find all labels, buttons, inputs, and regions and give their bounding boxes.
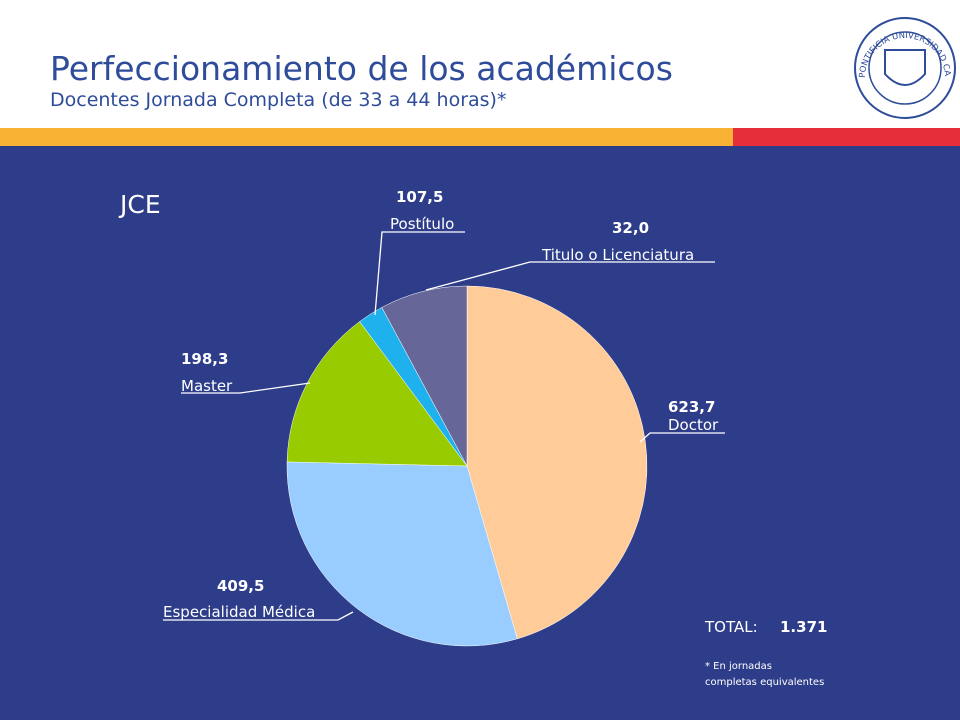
- slice: [466, 285, 648, 640]
- category-label: Postítulo: [390, 215, 454, 233]
- pie: [286, 285, 648, 647]
- category-label: Especialidad Médica: [163, 603, 315, 621]
- value-label: 198,3: [181, 350, 228, 368]
- value-label: 107,5: [396, 188, 443, 206]
- chart-title: JCE: [118, 190, 161, 219]
- slice: [286, 461, 518, 647]
- category-label: Doctor: [668, 416, 719, 434]
- title: Perfeccionamiento de los académicos: [50, 49, 673, 88]
- slice: [381, 285, 468, 467]
- value-label: 32,0: [612, 219, 649, 237]
- header-bg: [0, 0, 960, 128]
- footnote: * En jornadas: [705, 661, 772, 672]
- value-label: 623,7: [668, 398, 715, 416]
- subtitle: Docentes Jornada Completa (de 33 a 44 ho…: [50, 89, 506, 111]
- stripe: [733, 128, 960, 146]
- stripe: [0, 128, 733, 146]
- category-label: Master: [181, 377, 233, 395]
- footnote: completas equivalentes: [705, 677, 824, 688]
- category-label: Titulo o Licenciatura: [541, 246, 694, 264]
- leaders: [163, 231, 725, 621]
- total-value: 1.371: [780, 618, 827, 636]
- value-label: 409,5: [217, 577, 264, 595]
- total-label: TOTAL:: [704, 618, 758, 636]
